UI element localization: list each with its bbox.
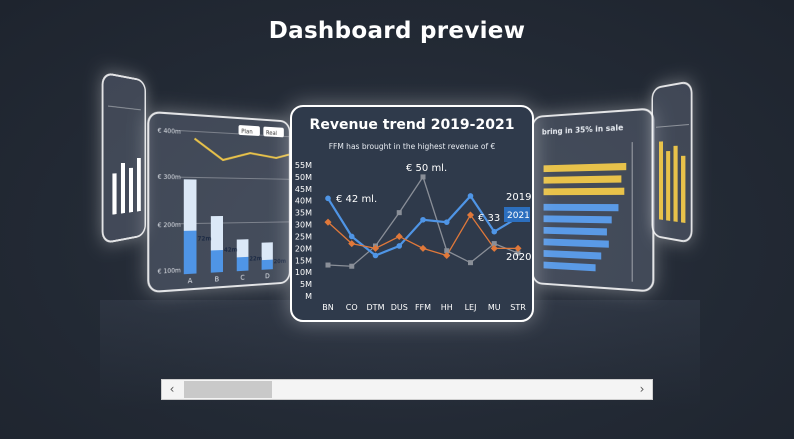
left-bar-label: 22m xyxy=(249,255,262,262)
data-point-2019 xyxy=(421,174,426,179)
data-point-2019 xyxy=(397,210,402,215)
right-bar xyxy=(544,262,596,272)
y-tick-label: 35M xyxy=(295,209,312,218)
series-label-2021: 2021 xyxy=(507,211,530,221)
left-xtick: A xyxy=(188,277,193,286)
y-tick-label: 5M xyxy=(300,280,312,289)
mini-bar xyxy=(681,156,685,223)
x-tick-label: STR xyxy=(510,303,526,312)
data-point-2021 xyxy=(349,234,355,240)
data-point-2021 xyxy=(373,253,379,259)
y-tick-label: 45M xyxy=(295,185,312,194)
data-point-2020 xyxy=(396,233,403,240)
left-panel-chart: Plan Real € 400m € 300m € 200m € 100m 72… xyxy=(149,113,289,291)
right-bar xyxy=(544,250,602,259)
far-right-panel[interactable] xyxy=(651,80,692,244)
data-point-2019 xyxy=(349,264,354,269)
right-bar xyxy=(544,227,607,236)
x-tick-label: MU xyxy=(488,303,501,312)
left-xtick: D xyxy=(265,272,270,280)
left-ytick: € 400m xyxy=(158,127,181,136)
y-tick-label: 50M xyxy=(295,173,312,182)
left-gridline xyxy=(180,177,289,179)
scroll-left-button[interactable]: ‹ xyxy=(162,380,182,399)
revenue-line-chart: M 5M 10M 15M 20M 25M 30M 35M 40M 45M 50M 55M BN CO DT… xyxy=(292,107,532,320)
x-tick-label: DTM xyxy=(367,303,385,312)
series-label-2019: 2019 xyxy=(506,192,531,203)
data-point-2020 xyxy=(419,245,426,252)
left-bar-real xyxy=(211,250,223,273)
y-tick-label: M xyxy=(305,292,312,301)
left-bar-label: 20m xyxy=(274,258,286,265)
x-tick-label: HH xyxy=(441,303,453,312)
mini-bar xyxy=(666,151,670,221)
mini-bar xyxy=(137,158,141,211)
annotation-start: € 42 ml. xyxy=(336,194,377,205)
scroll-thumb[interactable] xyxy=(184,381,272,398)
left-ytick: € 200m xyxy=(158,222,181,230)
y-tick-label: 15M xyxy=(295,256,312,265)
mini-bar xyxy=(659,141,663,219)
far-left-panel[interactable] xyxy=(102,72,146,245)
horizontal-scrollbar[interactable]: ‹ › xyxy=(161,379,653,400)
mini-bar xyxy=(673,146,677,222)
data-point-2021 xyxy=(325,196,331,202)
left-bar-label: 42m xyxy=(224,246,237,254)
mini-gridline xyxy=(108,106,141,110)
right-bar xyxy=(544,204,619,211)
mini-bar xyxy=(129,168,133,213)
data-point-2019 xyxy=(468,260,473,265)
x-tick-label: BN xyxy=(322,303,333,312)
y-tick-label: 55M xyxy=(295,161,312,170)
scroll-right-button[interactable]: › xyxy=(632,380,652,399)
right-panel[interactable]: bring in 35% in sale xyxy=(532,107,655,292)
left-ytick: € 300m xyxy=(158,174,181,182)
left-panel[interactable]: Plan Real € 400m € 300m € 200m € 100m 72… xyxy=(147,111,290,294)
left-xtick: B xyxy=(215,275,220,283)
left-ytick: € 100m xyxy=(158,267,181,276)
right-bar xyxy=(544,188,625,196)
right-bar xyxy=(544,215,612,223)
mini-bar xyxy=(112,173,116,214)
mini-gridline xyxy=(656,124,689,127)
page-title: Dashboard preview xyxy=(0,18,794,44)
far-right-mini-chart xyxy=(653,83,691,242)
series-label-2020: 2020 xyxy=(506,252,531,263)
right-bar xyxy=(544,239,609,248)
left-bar-real xyxy=(184,231,197,275)
y-tick-label: 20M xyxy=(295,244,312,253)
left-bar-real xyxy=(262,260,273,270)
revenue-trend-card[interactable]: Revenue trend 2019-2021 FFM has brought … xyxy=(290,105,534,322)
data-point-2021 xyxy=(491,229,497,235)
y-tick-label: 40M xyxy=(295,197,312,206)
right-bar xyxy=(544,163,627,172)
data-point-2021 xyxy=(420,217,426,223)
left-trend-line xyxy=(195,139,289,163)
far-left-mini-chart xyxy=(103,74,144,242)
data-point-2019 xyxy=(326,263,331,268)
y-tick-label: 30M xyxy=(295,221,312,230)
annotation-peak: € 50 ml. xyxy=(406,163,447,174)
left-bar-real xyxy=(237,257,249,271)
y-tick-label: 10M xyxy=(295,268,312,277)
right-panel-chart: bring in 35% in sale xyxy=(533,110,652,291)
left-xtick: C xyxy=(240,274,245,282)
data-point-2021 xyxy=(444,219,450,225)
x-tick-label: CO xyxy=(346,303,358,312)
right-bar xyxy=(544,175,622,183)
data-point-2021 xyxy=(396,243,402,249)
x-tick-label: LEJ xyxy=(465,303,477,312)
x-tick-label: FFM xyxy=(415,303,431,312)
right-panel-text: bring in 35% in sale xyxy=(542,123,624,137)
y-tick-label: 25M xyxy=(295,232,312,241)
data-point-2021 xyxy=(468,193,474,199)
mini-bar xyxy=(121,163,125,214)
left-bar-label: 72m xyxy=(197,235,211,243)
x-tick-label: DUS xyxy=(391,303,408,312)
